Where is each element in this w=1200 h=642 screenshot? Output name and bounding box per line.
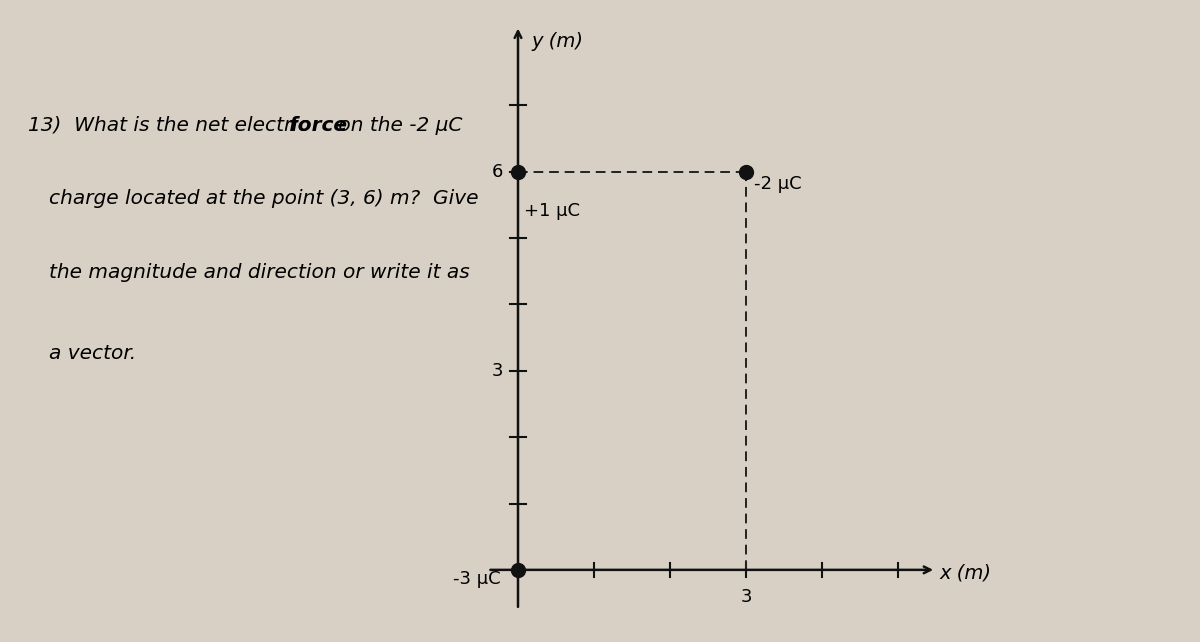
Text: -2 μC: -2 μC [754,175,802,193]
Text: -3 μC: -3 μC [454,570,502,588]
Text: 3: 3 [491,362,503,380]
Text: 3: 3 [740,589,751,607]
Text: charge located at the point (3, 6) m?  Give: charge located at the point (3, 6) m? Gi… [49,189,479,209]
Text: 13)  What is the net electric: 13) What is the net electric [28,116,316,135]
Text: the magnitude and direction or write it as: the magnitude and direction or write it … [49,263,469,282]
Text: a vector.: a vector. [49,345,136,363]
Text: x (m): x (m) [940,564,991,583]
Point [509,565,528,575]
Text: +1 μC: +1 μC [524,202,580,220]
Text: y (m): y (m) [532,32,583,51]
Text: on the -2 μC: on the -2 μC [332,116,463,135]
Text: 6: 6 [492,162,503,180]
Text: force: force [289,116,347,135]
Point [509,166,528,177]
Point [737,166,756,177]
